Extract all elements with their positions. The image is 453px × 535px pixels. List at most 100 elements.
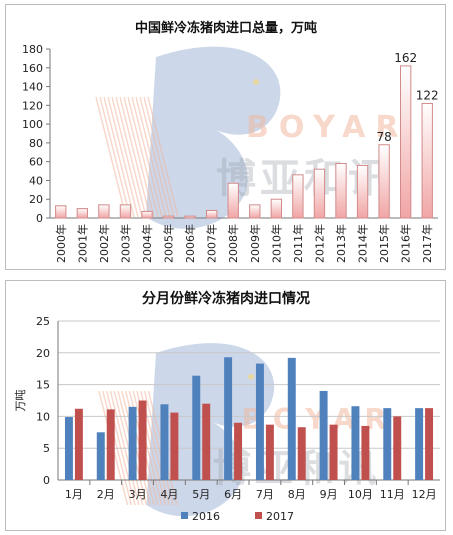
bar-2000年: [55, 205, 67, 219]
bar-2016-6月: [224, 357, 233, 480]
x-tick-label: 5月: [192, 488, 210, 501]
bar-2016-5月: [192, 375, 201, 480]
bar-2012年: [313, 168, 326, 219]
watermark-stripe: [123, 96, 155, 218]
x-tick-label: 2012年: [312, 224, 326, 263]
watermark-stripe: [103, 96, 135, 218]
watermark-stripe: [135, 96, 167, 218]
monthly-import-chart-panel: BOYAR 博亚和讯 分月份鲜冷冻猪肉进口情况 万吨 0 5 10 15 20 25 1月 2月 3…: [5, 280, 446, 531]
bar-2004年: [141, 210, 153, 219]
legend-label-2016: 2016: [192, 510, 220, 523]
watermark-stripe: [119, 96, 151, 218]
y-tick-label: 10: [36, 410, 50, 423]
watermark-stripe: [99, 96, 131, 218]
bar-2017-4月: [170, 412, 179, 480]
watermark-stripe: [127, 96, 159, 218]
x-tick-label: 2月: [97, 488, 115, 501]
y-tick-label: 15: [36, 379, 50, 392]
data-label: 162: [394, 51, 417, 65]
watermark-eye: [253, 79, 259, 85]
y-tick-label: 180: [22, 43, 43, 56]
legend: 2016 2017: [181, 510, 294, 523]
bar-2016-1月: [64, 417, 73, 480]
x-tick-label: 2016年: [399, 224, 413, 263]
bar-2006年: [184, 215, 196, 219]
bar-2016-9月: [319, 390, 328, 480]
x-tick-label: 2014年: [356, 224, 370, 263]
x-tick-label: 2015年: [377, 224, 391, 263]
bar-2010年: [270, 198, 283, 219]
y-tick-label: 40: [29, 174, 43, 187]
bar-2008年: [227, 182, 239, 219]
x-tick-label: 8月: [288, 488, 306, 501]
x-tick-label: 2004年: [140, 224, 154, 263]
watermark-text-latin: BOYAR: [242, 403, 396, 436]
annual-import-chart-panel: BOYAR 博亚和讯 中国鲜冷冻猪肉进口总量，万吨 0 20 40 60 80 100 120…: [5, 4, 446, 270]
x-tick-label: 7月: [256, 488, 274, 501]
bar-2017-10月: [361, 425, 370, 480]
y-tick-label: 5: [43, 442, 50, 455]
x-tick-label: 2007年: [205, 224, 219, 263]
legend-swatch-2017: [255, 512, 262, 519]
bar-2017-9月: [329, 424, 338, 480]
x-tick-label: 3月: [129, 488, 147, 501]
bar-2017-2月: [106, 409, 115, 480]
axes: 0 20 40 60 80 100 120 140 160 180 2000年 2001年 2002年 2…: [22, 43, 438, 263]
x-tick-label: 2017年: [420, 224, 434, 263]
watermark-stripe: [107, 96, 139, 218]
y-tick-label: 0: [43, 474, 50, 487]
axes: 万吨 0 5 10 15 20 25 1月 2月 3月 4月 5月 6月 7月 8月 9月 10月 11月 12月: [14, 315, 440, 501]
bar-2017-1月: [74, 408, 83, 480]
legend-label-2017: 2017: [266, 510, 294, 523]
bar-2017-5月: [202, 403, 211, 480]
bar-2016-2月: [96, 432, 105, 480]
x-tick-label: 12月: [412, 488, 437, 501]
bar-2016-8月: [287, 357, 296, 480]
y-axis-title: 万吨: [14, 390, 27, 412]
bar-2017-3月: [138, 400, 147, 480]
x-tick-label: 10月: [348, 488, 373, 501]
bar-2002年: [98, 204, 110, 219]
bar-2017-11月: [393, 416, 402, 480]
bar-2007年: [205, 209, 218, 219]
y-tick-label: 80: [29, 137, 43, 150]
x-tick-label: 2001年: [75, 224, 89, 263]
bar-2016-12月: [415, 408, 424, 480]
data-label: 122: [416, 88, 439, 102]
bar-2017年: [421, 102, 433, 219]
x-tick-label: 2005年: [162, 224, 176, 263]
bar-2014年: [356, 164, 369, 219]
bar-2017-12月: [425, 408, 434, 480]
watermark-bird-shape: [146, 343, 275, 517]
legend-swatch-2016: [181, 512, 188, 519]
bar-2016-3月: [128, 406, 137, 480]
watermark-stripe: [139, 96, 171, 218]
y-tick-label: 20: [36, 347, 50, 360]
bar-2001年: [76, 208, 89, 219]
bar-2016-4月: [160, 404, 169, 480]
bar-2017-8月: [297, 427, 306, 480]
bar-2016-7月: [255, 363, 264, 480]
bars: [64, 357, 434, 480]
x-tick-label: 2011年: [291, 224, 305, 263]
x-tick-label: 2002年: [97, 224, 111, 263]
bar-2011年: [292, 174, 304, 219]
data-label: 78: [376, 130, 391, 144]
x-tick-label: 1月: [65, 488, 83, 501]
watermark-stripe: [95, 96, 127, 218]
watermark-text-latin: BOYAR: [246, 110, 408, 145]
watermark-stripe: [147, 96, 179, 218]
bar-2016-10月: [351, 406, 360, 480]
x-tick-label: 9月: [320, 488, 338, 501]
x-tick-label: 2009年: [248, 224, 262, 263]
x-tick-label: 2010年: [269, 224, 283, 263]
bar-2015年: [378, 144, 390, 219]
x-tick-label: 2008年: [226, 224, 240, 263]
bar-2017-6月: [234, 422, 243, 480]
x-tick-label: 6月: [224, 488, 242, 501]
x-tick-label: 11月: [380, 488, 405, 501]
y-tick-label: 120: [22, 99, 43, 112]
y-tick-label: 100: [22, 118, 43, 131]
